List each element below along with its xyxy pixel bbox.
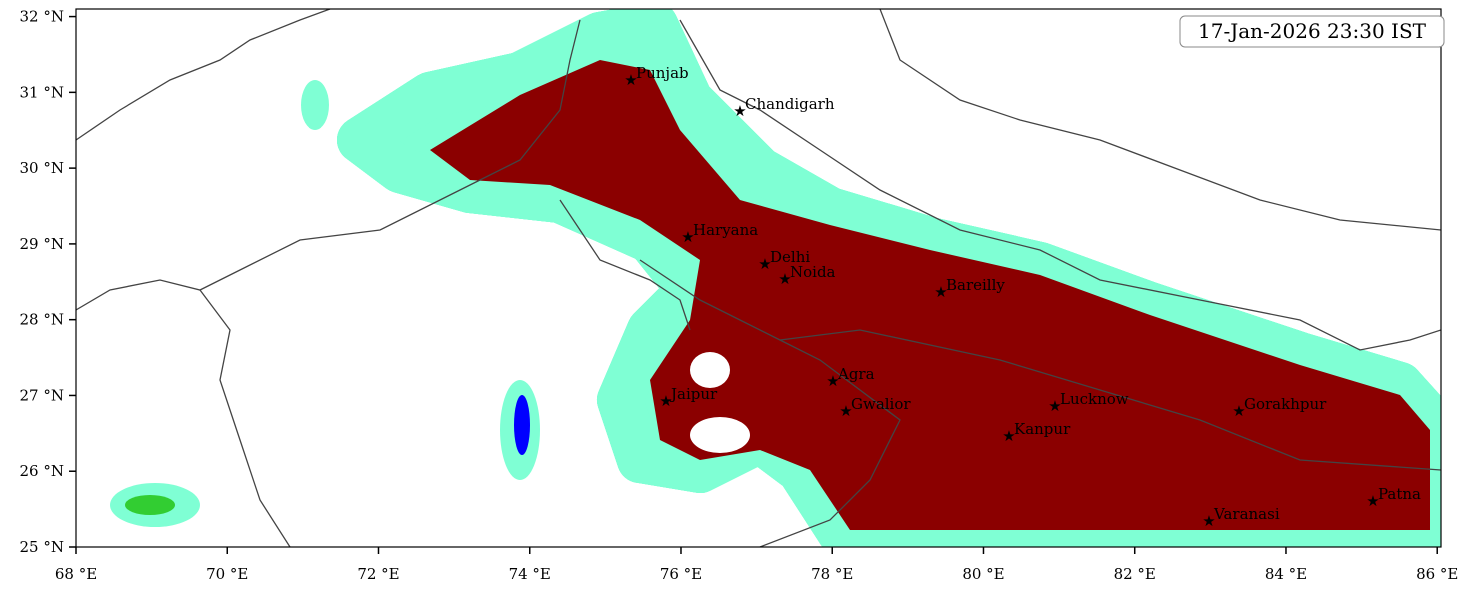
city-star: ★: [681, 228, 694, 246]
y-tick-label: 30 °N: [20, 159, 64, 177]
city-label: Delhi: [770, 248, 810, 266]
timestamp: 17-Jan-2026 23:30 IST: [1198, 19, 1427, 43]
y-tick-label: 31 °N: [20, 83, 64, 101]
city-label: Chandigarh: [745, 95, 835, 113]
city-star: ★: [1202, 512, 1215, 530]
axes: 68 °E 70 °E 72 °E 74 °E 76 °E 78 °E 80 °E 82 °E…: [20, 8, 1459, 583]
x-tick-label: 76 °E: [660, 565, 702, 583]
x-tick-label: 74 °E: [509, 565, 551, 583]
x-tick-label: 82 °E: [1114, 565, 1156, 583]
city-star: ★: [1232, 402, 1245, 420]
city-label: Noida: [790, 263, 836, 281]
city-star: ★: [839, 402, 852, 420]
x-tick-label: 68 °E: [55, 565, 97, 583]
y-tick-label: 32 °N: [20, 8, 64, 26]
city-star: ★: [778, 270, 791, 288]
city-label: Bareilly: [946, 276, 1005, 294]
city-label: Agra: [837, 365, 875, 383]
x-tick-label: 72 °E: [357, 565, 399, 583]
city-star: ★: [733, 102, 746, 120]
city-label: Jaipur: [669, 385, 718, 403]
city-label: Punjab: [636, 64, 689, 82]
x-tick-label: 80 °E: [962, 565, 1004, 583]
city-star: ★: [934, 283, 947, 301]
city-label: Patna: [1378, 485, 1421, 503]
city-label: Lucknow: [1060, 390, 1129, 408]
city-star: ★: [1002, 427, 1015, 445]
y-tick-label: 29 °N: [20, 235, 64, 253]
city-label: Varanasi: [1213, 505, 1280, 523]
y-tick-label: 28 °N: [20, 311, 64, 329]
city-label: Haryana: [693, 221, 758, 239]
borders: [76, 9, 1441, 547]
y-tick-label: 25 °N: [20, 538, 64, 556]
city-label: Gorakhpur: [1244, 395, 1327, 413]
city-star: ★: [624, 71, 637, 89]
timestamp-box: [1179, 15, 1445, 48]
y-tick-label: 26 °N: [20, 462, 64, 480]
city-markers: ★Punjab★Chandigarh★Haryana★Delhi★Noida★B…: [624, 64, 1421, 530]
x-tick-label: 86 °E: [1416, 565, 1458, 583]
city-star: ★: [659, 392, 672, 410]
plot-frame: [75, 8, 1442, 548]
x-tick-label: 70 °E: [206, 565, 248, 583]
city-label: Gwalior: [851, 395, 911, 413]
city-star: ★: [1048, 397, 1061, 415]
city-star: ★: [758, 255, 771, 273]
precip-field: [76, 9, 1441, 547]
city-star: ★: [1366, 492, 1379, 510]
y-tick-label: 27 °N: [20, 386, 64, 404]
city-label: Kanpur: [1014, 420, 1071, 438]
x-tick-label: 78 °E: [811, 565, 853, 583]
city-star: ★: [826, 372, 839, 390]
x-tick-label: 84 °E: [1265, 565, 1307, 583]
